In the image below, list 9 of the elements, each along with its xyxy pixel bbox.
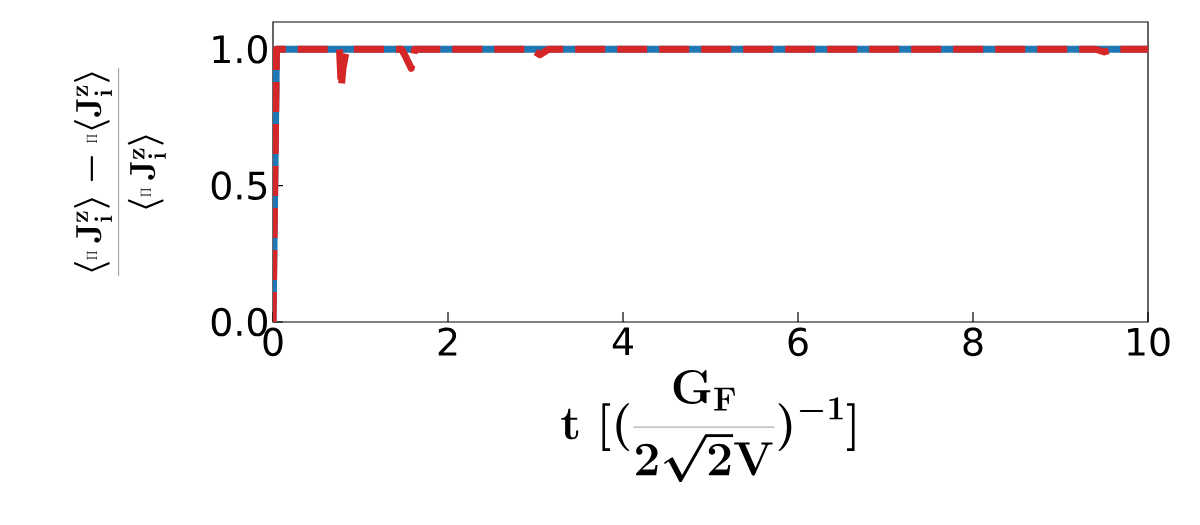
x-axis-title: $\mathbf{t\ [(\frac{G_F}{2\sqrt{2}V})^{-1}]}$ [561, 369, 855, 483]
y-tick-label: 0.5 [211, 171, 267, 200]
x-tick-label: 8 [963, 327, 983, 357]
y-axis-title: $\frac{\langle\prod \mathbf{J}_{\mathbf{i}}^{\mathbf{z}}\rangle - \prod\langle \mathbf{J}_{\mathbf{i}}^{\mathbf{z}}\rangle}{\langle\prod \mathbf{J}_{\mathbf{i}}^{\mathbf{z}}\rangle}$ [73, 67, 166, 277]
x-tick-label: 4 [612, 327, 633, 356]
y-tick-label: 1.0 [213, 34, 267, 64]
x-tick-label: 6 [788, 327, 808, 357]
x-tick-label: 2 [438, 327, 457, 356]
x-tick-label: 10 [1128, 327, 1170, 357]
